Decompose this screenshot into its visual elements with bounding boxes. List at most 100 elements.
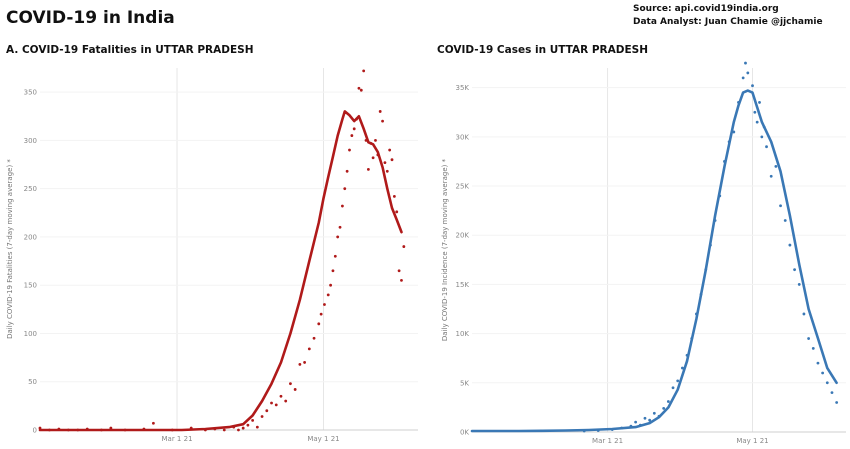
y-tick-label: 15K xyxy=(456,281,470,289)
data-point xyxy=(830,391,834,395)
y-tick-label: 150 xyxy=(24,282,37,290)
data-point xyxy=(333,254,337,258)
source-line: Source: api.covid19india.org xyxy=(633,4,779,14)
data-point xyxy=(744,61,747,65)
data-point xyxy=(774,164,778,168)
data-point xyxy=(279,394,283,398)
y-tick-label: 100 xyxy=(24,330,37,338)
data-point xyxy=(293,388,297,391)
data-point xyxy=(317,322,321,326)
y-tick-label: 35K xyxy=(456,84,470,92)
data-point xyxy=(362,69,366,73)
data-point xyxy=(222,428,226,432)
data-point xyxy=(676,379,680,383)
chart-title-fatalities: A. COVID-19 Fatalities in UTTAR PRADESH xyxy=(6,44,254,56)
data-point xyxy=(811,346,815,350)
data-point xyxy=(751,84,754,88)
data-point xyxy=(765,145,768,149)
data-point xyxy=(383,161,387,165)
data-point xyxy=(769,174,773,178)
data-point xyxy=(390,158,394,162)
data-point xyxy=(357,86,361,90)
data-point xyxy=(241,426,245,430)
y-tick-label: 30K xyxy=(456,133,470,141)
data-point xyxy=(802,312,806,316)
data-point xyxy=(371,156,375,160)
x-tick-label: Mar 1 21 xyxy=(592,437,623,445)
data-point xyxy=(788,243,792,247)
data-point xyxy=(237,428,240,432)
source-credits: Source: api.covid19india.org Data Analys… xyxy=(633,3,823,29)
data-point xyxy=(341,204,344,208)
data-point xyxy=(835,401,839,404)
data-point xyxy=(326,293,330,297)
y-tick-label: 250 xyxy=(24,185,37,193)
data-point xyxy=(662,406,666,410)
page-title: COVID-19 in India xyxy=(6,8,175,28)
y-tick-label: 50 xyxy=(28,378,37,386)
data-point xyxy=(760,135,764,139)
data-point xyxy=(821,371,825,375)
y-tick-label: 0K xyxy=(460,429,469,437)
data-point xyxy=(666,400,670,403)
data-point xyxy=(303,361,306,364)
data-point xyxy=(274,403,278,407)
data-point xyxy=(392,194,396,198)
data-point xyxy=(388,148,392,152)
data-point xyxy=(289,382,292,386)
data-point xyxy=(366,167,370,171)
x-tick-label: May 1 21 xyxy=(307,435,339,443)
data-point xyxy=(807,337,810,340)
data-point xyxy=(338,225,342,229)
data-point xyxy=(352,127,356,131)
y-tick-label: 200 xyxy=(24,233,37,241)
data-point xyxy=(152,421,155,425)
data-point xyxy=(348,148,351,152)
y-axis-label: Daily COVID-19 Fatalities (7-day moving … xyxy=(6,159,14,339)
data-point xyxy=(246,423,250,427)
data-point xyxy=(265,409,269,413)
data-point xyxy=(378,110,382,113)
data-point xyxy=(634,420,638,424)
data-point xyxy=(402,245,406,248)
data-point xyxy=(336,235,340,239)
x-tick-label: Mar 1 21 xyxy=(162,435,193,443)
data-point xyxy=(746,71,750,75)
data-point xyxy=(671,386,675,390)
data-point xyxy=(741,76,745,80)
data-point xyxy=(825,381,829,385)
data-point xyxy=(797,283,801,286)
y-tick-label: 20K xyxy=(456,232,470,240)
chart-title-cases: COVID-19 Cases in UTTAR PRADESH xyxy=(437,44,649,56)
data-point xyxy=(270,401,273,405)
y-tick-label: 10K xyxy=(456,330,470,338)
data-point xyxy=(779,204,782,208)
y-tick-label: 5K xyxy=(460,379,469,387)
data-point xyxy=(350,134,354,137)
data-point xyxy=(359,88,363,92)
data-point xyxy=(298,362,302,366)
data-point xyxy=(755,120,759,124)
data-point xyxy=(648,418,652,422)
data-point xyxy=(381,119,384,123)
data-point xyxy=(758,101,761,104)
y-tick-label: 0 xyxy=(33,427,37,435)
y-tick-label: 350 xyxy=(24,89,37,97)
data-point xyxy=(793,268,796,272)
data-point xyxy=(260,415,264,418)
data-point xyxy=(284,399,288,403)
data-point xyxy=(251,418,255,422)
y-tick-label: 300 xyxy=(24,137,37,145)
data-point xyxy=(385,169,389,173)
data-point xyxy=(652,411,656,415)
data-point xyxy=(323,303,326,306)
data-point xyxy=(307,347,311,351)
data-point xyxy=(331,269,335,273)
data-point xyxy=(329,283,332,287)
data-point xyxy=(816,361,820,365)
data-point xyxy=(753,110,757,114)
data-point xyxy=(312,336,316,340)
data-point xyxy=(400,278,403,282)
y-axis-label: Daily COVID-19 Incidence (7-day moving a… xyxy=(441,158,449,341)
